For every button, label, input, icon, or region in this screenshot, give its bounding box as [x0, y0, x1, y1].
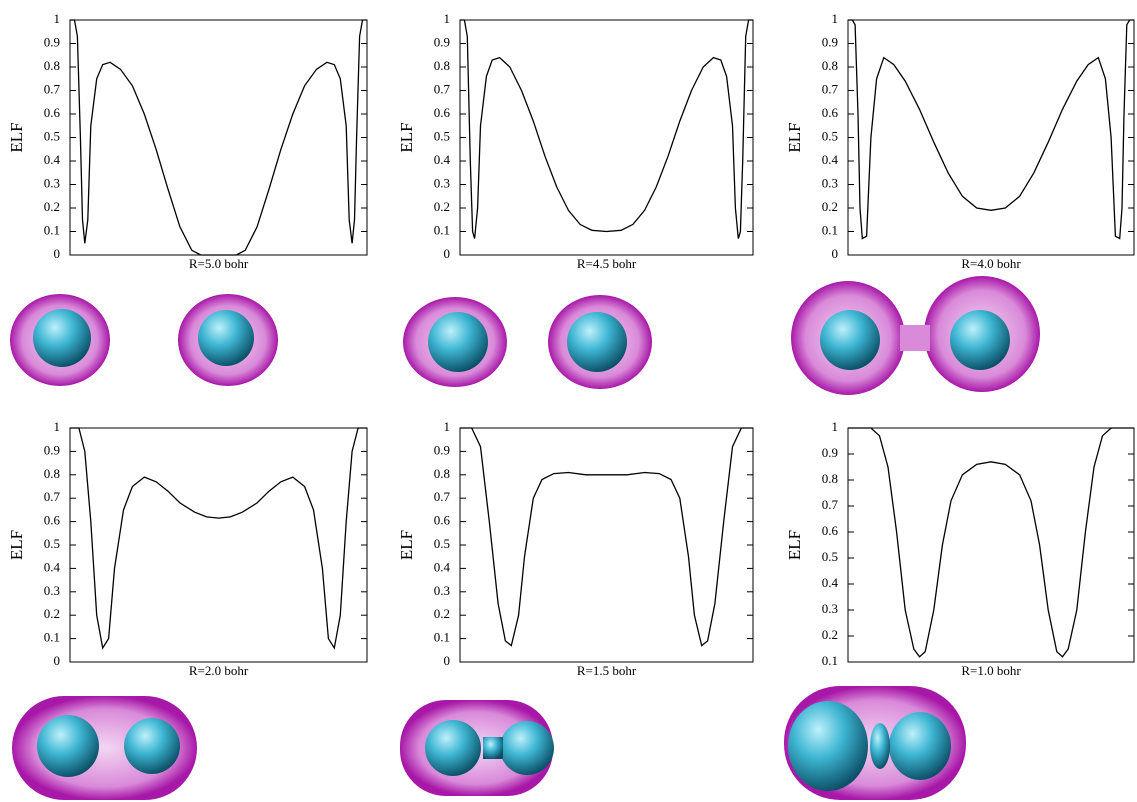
- y-tick-label: 0.8: [822, 58, 838, 73]
- y-tick-label: 0.3: [822, 175, 838, 190]
- y-tick-label: 1: [832, 419, 839, 434]
- y-tick-label: 0.8: [44, 58, 60, 73]
- y-tick-label: 0.5: [822, 549, 838, 564]
- y-tick-label: 1: [444, 419, 451, 434]
- y-axis-label: ELF: [7, 530, 26, 560]
- isosurface-4-0: [791, 276, 1040, 395]
- plot-frame: [459, 427, 754, 663]
- x-axis-label: R=4.0 bohr: [961, 256, 1021, 271]
- plot-frame: [847, 19, 1135, 256]
- y-tick-label: 0.1: [44, 630, 60, 645]
- y-tick-label: 1: [444, 11, 451, 26]
- elf-line: [460, 427, 753, 647]
- y-tick-label: 0.2: [44, 199, 60, 214]
- x-axis-label: R=1.0 bohr: [961, 663, 1021, 678]
- elf-line: [70, 427, 367, 650]
- y-tick-label: 0.9: [44, 34, 60, 49]
- y-axis-label: ELF: [397, 530, 416, 560]
- y-tick-label: 0.8: [822, 471, 838, 486]
- y-tick-label: 0.4: [822, 575, 839, 590]
- y-tick-label: 0.8: [44, 466, 60, 481]
- y-axis-label: ELF: [397, 122, 416, 152]
- plot-frame: [69, 427, 368, 663]
- elf-line: [848, 427, 1134, 658]
- y-tick-label: 0.9: [44, 442, 60, 457]
- isosurface-4-5: [403, 295, 652, 389]
- y-tick-label: 0.3: [822, 601, 838, 616]
- isosurface-1-0: [784, 686, 966, 800]
- y-tick-label: 0.8: [434, 58, 450, 73]
- y-tick-label: 0.1: [434, 630, 450, 645]
- y-tick-label: 0.3: [434, 175, 450, 190]
- isosurface-5-0: [10, 294, 278, 386]
- y-tick-label: 0.5: [434, 536, 450, 551]
- y-tick-label: 0.7: [44, 489, 61, 504]
- y-tick-label: 0.6: [434, 105, 451, 120]
- y-tick-label: 0.6: [44, 513, 61, 528]
- x-axis-label: R=1.5 bohr: [577, 663, 637, 678]
- y-tick-label: 0.9: [434, 442, 450, 457]
- y-axis-label: ELF: [785, 122, 804, 152]
- y-tick-label: 0.5: [44, 128, 60, 143]
- y-tick-label: 0.2: [434, 606, 450, 621]
- y-tick-label: 0.9: [822, 445, 838, 460]
- y-tick-label: 0.6: [822, 105, 839, 120]
- y-axis-label: ELF: [7, 122, 26, 152]
- y-tick-label: 0.4: [434, 559, 451, 574]
- y-tick-label: 0.3: [44, 583, 60, 598]
- y-tick-label: 0.1: [822, 653, 838, 668]
- y-tick-label: 0.9: [822, 34, 838, 49]
- isosurface-2-0: [12, 696, 197, 800]
- y-tick-label: 0.2: [44, 606, 60, 621]
- elf-line: [460, 19, 753, 239]
- y-tick-label: 0.1: [44, 222, 60, 237]
- y-tick-label: 0.1: [434, 222, 450, 237]
- plot-frame: [459, 19, 754, 256]
- y-tick-label: 0.7: [822, 81, 839, 96]
- y-tick-label: 0.7: [434, 489, 451, 504]
- y-tick-label: 0: [444, 246, 451, 261]
- y-tick-label: 0: [444, 653, 451, 668]
- y-tick-label: 0.9: [434, 34, 450, 49]
- y-tick-label: 0: [832, 246, 839, 261]
- y-tick-label: 0: [54, 246, 61, 261]
- y-tick-label: 0.2: [822, 627, 838, 642]
- y-tick-label: 1: [54, 419, 61, 434]
- plot-frame: [69, 19, 368, 256]
- y-axis-label: ELF: [785, 530, 804, 560]
- y-tick-label: 0.6: [822, 523, 839, 538]
- y-tick-label: 1: [54, 11, 61, 26]
- x-axis-label: R=5.0 bohr: [189, 256, 249, 271]
- y-tick-label: 0.3: [434, 583, 450, 598]
- isosurface-1-5: [400, 700, 554, 796]
- x-axis-label: R=2.0 bohr: [189, 663, 249, 678]
- y-tick-label: 0.4: [44, 559, 61, 574]
- y-tick-label: 0.3: [44, 175, 60, 190]
- y-tick-label: 0.6: [44, 105, 61, 120]
- y-tick-label: 0.5: [44, 536, 60, 551]
- x-axis-label: R=4.5 bohr: [577, 256, 637, 271]
- y-tick-label: 0.2: [434, 199, 450, 214]
- y-tick-label: 1: [832, 11, 839, 26]
- y-tick-label: 0.2: [822, 199, 838, 214]
- plot-frame: [847, 427, 1135, 663]
- y-tick-label: 0.4: [822, 152, 839, 167]
- y-tick-label: 0.1: [822, 222, 838, 237]
- y-tick-label: 0.6: [434, 513, 451, 528]
- y-tick-label: 0.7: [44, 81, 61, 96]
- y-tick-label: 0.7: [822, 497, 839, 512]
- y-tick-label: 0.4: [434, 152, 451, 167]
- y-tick-label: 0.5: [434, 128, 450, 143]
- elf-line: [848, 19, 1134, 240]
- y-tick-label: 0.5: [822, 128, 838, 143]
- y-tick-label: 0: [54, 653, 61, 668]
- elf-line: [70, 19, 367, 256]
- y-tick-label: 0.7: [434, 81, 451, 96]
- y-tick-label: 0.8: [434, 466, 450, 481]
- y-tick-label: 0.4: [44, 152, 61, 167]
